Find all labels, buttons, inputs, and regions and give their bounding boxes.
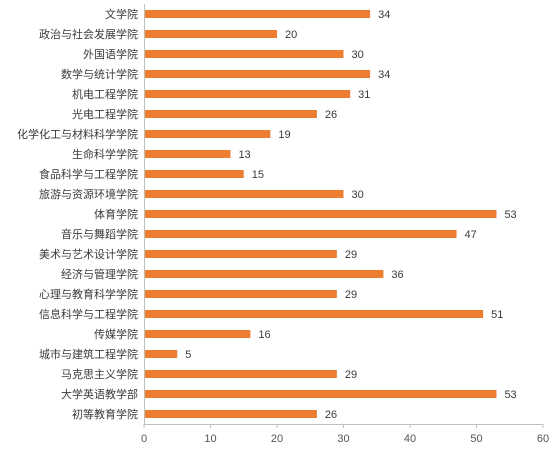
bar <box>144 390 497 398</box>
bar <box>144 370 337 378</box>
value-label: 26 <box>325 409 337 421</box>
x-tick-label: 60 <box>537 433 549 445</box>
value-label: 26 <box>325 109 337 121</box>
bar <box>144 50 344 58</box>
bar <box>144 330 251 338</box>
bar <box>144 110 317 118</box>
value-label: 5 <box>185 349 191 361</box>
bar <box>144 170 244 178</box>
category-label: 心理与教育科学学院 <box>39 287 138 301</box>
bar <box>144 410 317 418</box>
value-label: 19 <box>278 129 290 141</box>
value-label: 47 <box>465 229 477 241</box>
value-label: 30 <box>352 49 364 61</box>
category-label: 化学化工与材料科学学院 <box>17 127 138 141</box>
bar <box>144 210 497 218</box>
category-label: 旅游与资源环境学院 <box>39 187 138 201</box>
value-label: 29 <box>345 369 357 381</box>
category-label: 体育学院 <box>94 207 138 221</box>
category-label: 美术与艺术设计学院 <box>39 247 138 261</box>
value-label: 34 <box>378 9 390 21</box>
value-label: 16 <box>258 329 270 341</box>
value-label: 30 <box>352 189 364 201</box>
bar <box>144 130 271 138</box>
value-label: 29 <box>345 249 357 261</box>
x-tick-label: 20 <box>271 433 283 445</box>
value-label: 51 <box>491 309 503 321</box>
value-label: 53 <box>504 389 516 401</box>
category-label: 政治与社会发展学院 <box>39 27 138 41</box>
bar <box>144 310 484 318</box>
x-tick-label: 50 <box>470 433 482 445</box>
bar <box>144 190 344 198</box>
category-label: 机电工程学院 <box>72 87 138 101</box>
bar <box>144 90 351 98</box>
category-label: 数学与统计学院 <box>61 67 138 81</box>
bar <box>144 290 337 298</box>
value-label: 34 <box>378 69 390 81</box>
category-label: 光电工程学院 <box>72 107 138 121</box>
category-label: 大学英语教学部 <box>61 387 138 401</box>
x-tick-label: 0 <box>141 433 147 445</box>
value-label: 15 <box>252 169 264 181</box>
category-label: 信息科学与工程学院 <box>39 307 138 321</box>
category-label: 初等教育学院 <box>72 407 138 421</box>
bar <box>144 10 371 18</box>
value-label: 53 <box>504 209 516 221</box>
value-label: 29 <box>345 289 357 301</box>
category-label: 食品科学与工程学院 <box>39 167 138 181</box>
value-label: 36 <box>391 269 403 281</box>
x-ticks-group: 0 10 20 30 40 50 60 <box>141 424 549 445</box>
bar <box>144 150 231 158</box>
category-label: 城市与建筑工程学院 <box>39 347 138 361</box>
category-label: 外国语学院 <box>83 47 138 61</box>
category-label: 传媒学院 <box>94 327 138 341</box>
bar <box>144 250 337 258</box>
value-label: 31 <box>358 89 370 101</box>
value-label: 13 <box>238 149 250 161</box>
category-labels-group: 文学院政治与社会发展学院外国语学院数学与统计学院机电工程学院光电工程学院化学化工… <box>17 7 138 421</box>
x-tick-label: 30 <box>337 433 349 445</box>
bar <box>144 70 371 78</box>
bar <box>144 30 277 38</box>
bar <box>144 230 457 238</box>
bar <box>144 270 384 278</box>
category-label: 生命科学学院 <box>72 147 138 161</box>
x-tick-label: 10 <box>204 433 216 445</box>
x-tick-label: 40 <box>404 433 416 445</box>
value-label: 20 <box>285 29 297 41</box>
category-label: 文学院 <box>105 7 138 21</box>
category-label: 音乐与舞蹈学院 <box>61 227 138 241</box>
category-label: 马克思主义学院 <box>61 367 138 381</box>
bars-group <box>144 10 497 418</box>
category-label: 经济与管理学院 <box>61 267 138 281</box>
bar <box>144 350 178 358</box>
